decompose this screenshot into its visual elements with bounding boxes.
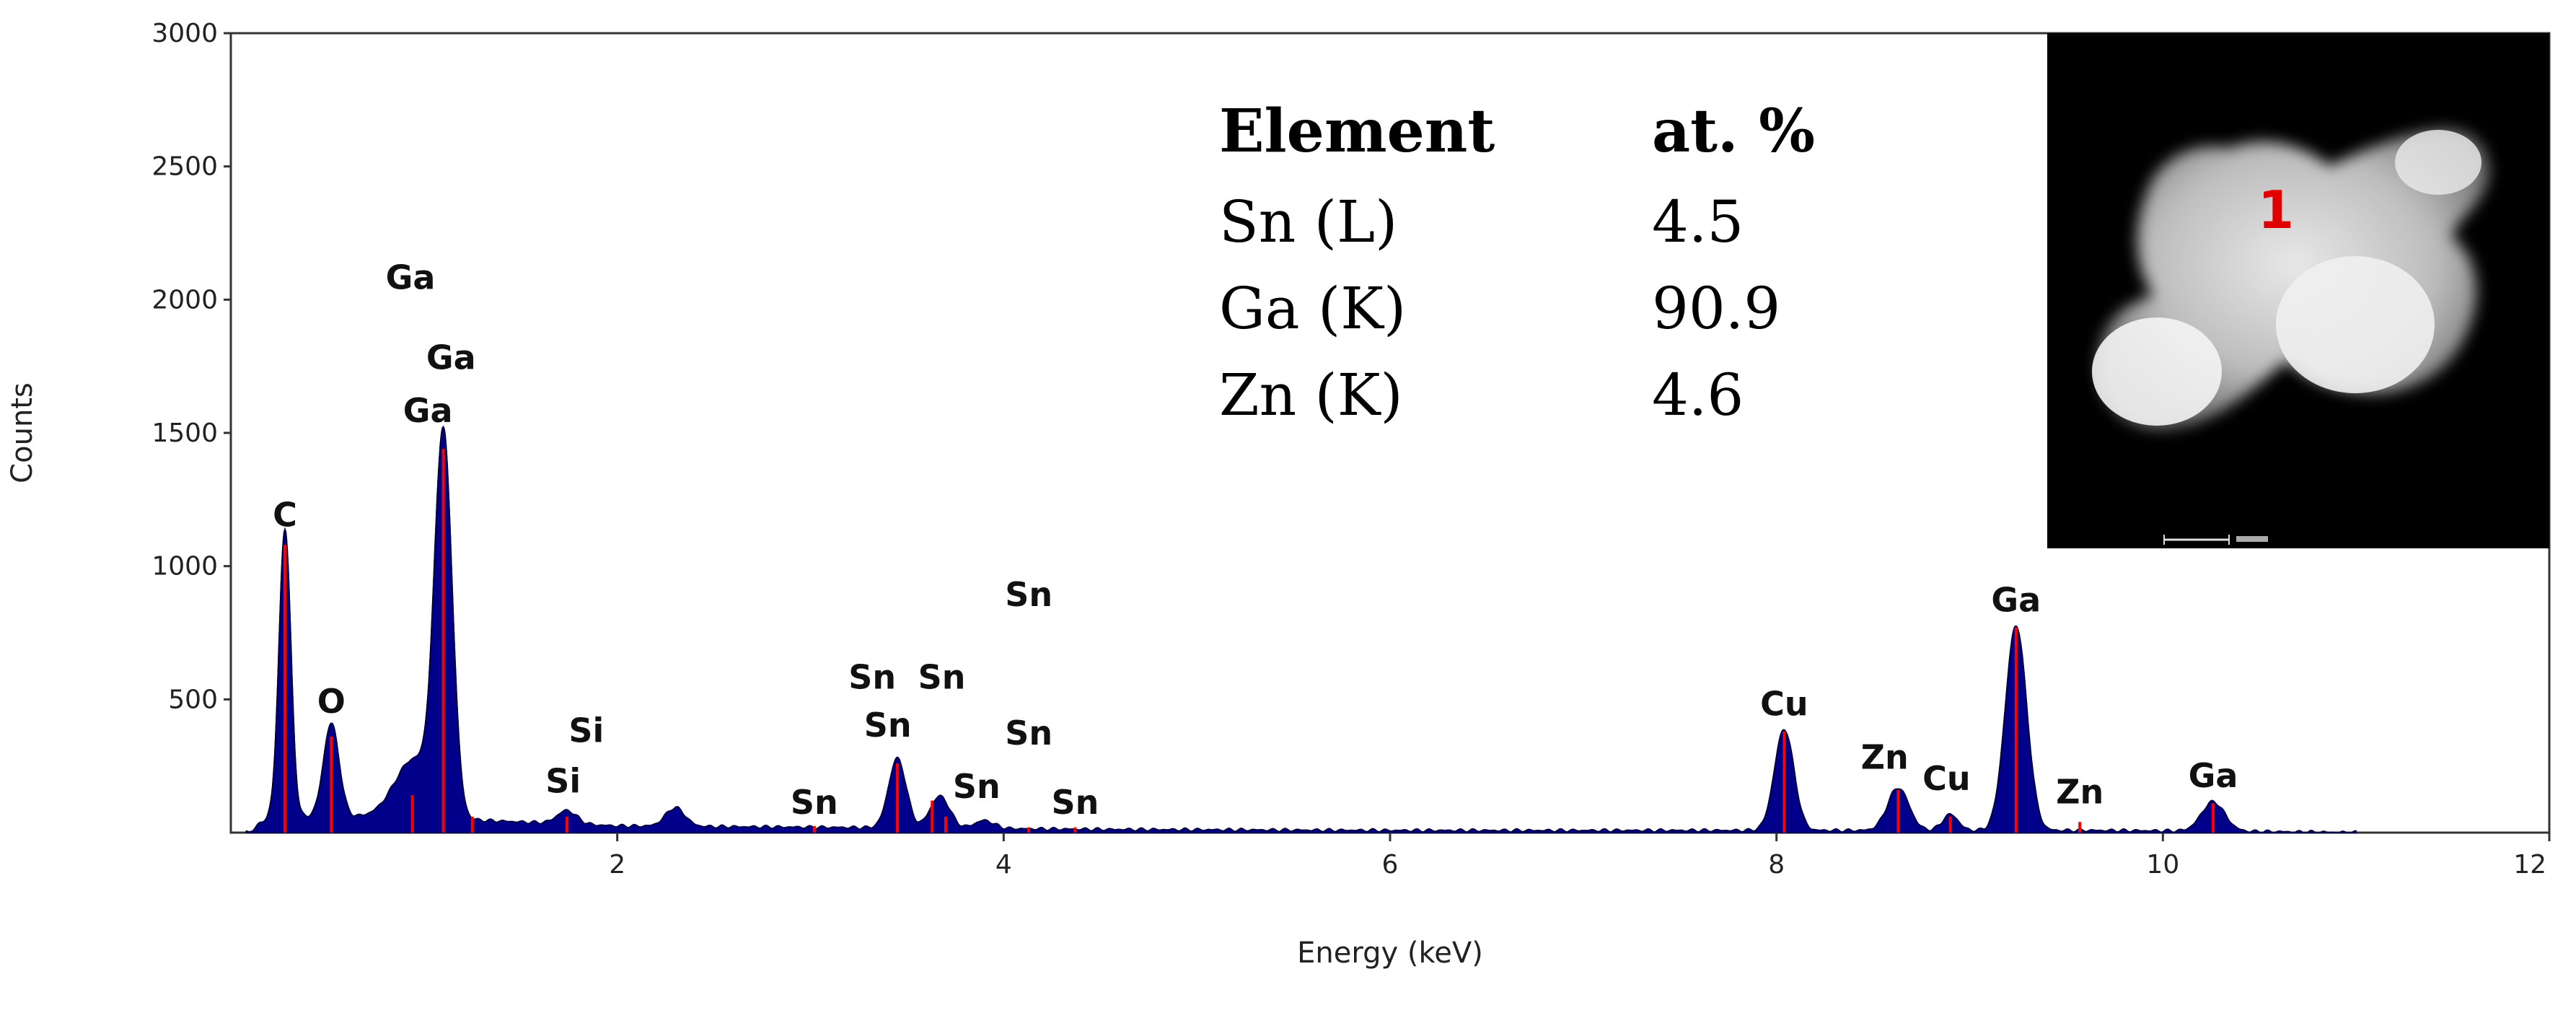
- particle-bright-lobe: [2092, 317, 2222, 426]
- y-axis-title: Counts: [6, 382, 39, 483]
- peak-annotation: Sn: [918, 658, 966, 697]
- x-tick-label: 2: [609, 850, 625, 880]
- table-header-percent: at. %: [1652, 97, 1815, 166]
- peak-annotation: Sn: [1005, 575, 1052, 614]
- composition-table: Element at. % Sn (L) 4.5 Ga (K) 90.9 Zn …: [1219, 97, 1815, 429]
- table-row-element: Ga (K): [1219, 275, 1406, 342]
- table-row-percent: 90.9: [1652, 275, 1780, 342]
- peak-annotation: Ga: [426, 338, 476, 377]
- y-tick-label: 1000: [151, 552, 218, 582]
- y-tick-label: 1500: [151, 418, 218, 448]
- y-tick-label: 3000: [151, 19, 218, 48]
- peak-annotation: Ga: [1991, 580, 2041, 619]
- peak-annotation: Sn: [953, 767, 1001, 806]
- table-row-element: Zn (K): [1219, 361, 1403, 429]
- peak-annotation: Si: [545, 762, 581, 801]
- y-axis-ticks: 500 1000 1500 2000 2500 3000: [151, 19, 231, 714]
- peak-annotation: Ga: [386, 258, 436, 297]
- x-tick-label: 8: [1768, 850, 1785, 880]
- x-axis-title: Energy (keV): [1297, 937, 1483, 970]
- peak-annotation: Ga: [403, 391, 453, 430]
- peak-annotation: Zn: [2056, 772, 2104, 811]
- table-header-element: Element: [1219, 97, 1495, 166]
- peak-annotation: O: [317, 682, 346, 721]
- peak-annotation: Zn: [1861, 737, 1909, 776]
- table-row-percent: 4.5: [1652, 188, 1744, 255]
- x-tick-label: 12: [2513, 850, 2546, 880]
- peak-annotation: Cu: [1760, 684, 1808, 723]
- x-tick-label: 10: [2146, 850, 2179, 880]
- peak-annotation: Sn: [1051, 783, 1099, 822]
- particle-bright-lobe: [2276, 256, 2435, 393]
- table-row-percent: 4.6: [1652, 361, 1744, 429]
- x-axis-ticks: 2 4 6 8 10 12: [609, 833, 2551, 880]
- y-tick-label: 500: [168, 685, 218, 714]
- peak-annotation: Sn: [848, 658, 896, 697]
- y-tick-label: 2000: [151, 285, 218, 315]
- y-tick-label: 2500: [151, 152, 218, 182]
- x-tick-label: 4: [995, 850, 1012, 880]
- x-tick-label: 6: [1382, 850, 1399, 880]
- peak-annotation: C: [273, 495, 297, 534]
- peak-annotation: Sn: [791, 783, 838, 822]
- inset-region-marker: 1: [2258, 180, 2294, 240]
- peak-annotation: Si: [568, 711, 604, 750]
- peak-markers: [283, 449, 2215, 833]
- table-row-element: Sn (L): [1219, 188, 1397, 255]
- peak-annotation: Cu: [1922, 759, 1971, 798]
- peak-annotation: Sn: [864, 706, 912, 745]
- tem-inset-image: 1: [2047, 33, 2549, 548]
- peak-annotation: Ga: [2189, 756, 2238, 795]
- spectrum-outline: [246, 425, 2357, 834]
- particle-bright-lobe: [2395, 130, 2482, 195]
- peak-annotation: Sn: [1005, 714, 1052, 753]
- scale-bar-caption: [2236, 536, 2268, 542]
